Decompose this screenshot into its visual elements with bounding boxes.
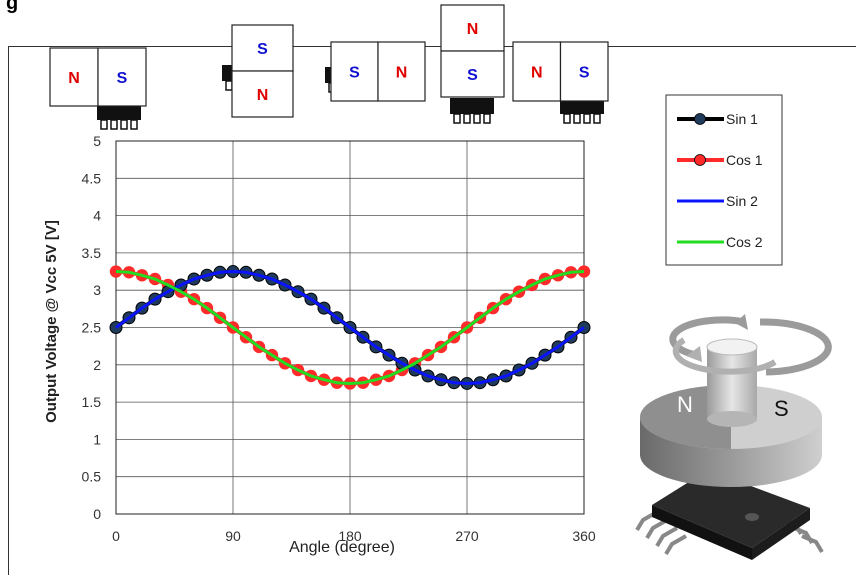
- magnet-pole-label: S: [349, 65, 360, 82]
- magnet-half-right: [377, 41, 426, 102]
- chip-pin: [100, 119, 108, 130]
- magnet-pole-label: S: [579, 65, 590, 82]
- magnet-position-4: NS: [440, 4, 505, 124]
- chip-pin: [473, 113, 481, 124]
- magnet-pole-label: N: [396, 65, 408, 82]
- magnet-half-top: [231, 24, 294, 72]
- magnet-pole-label: N: [467, 21, 479, 38]
- sensor-chip-icon: [97, 104, 141, 130]
- chip-pin: [563, 113, 571, 124]
- chip-body: [97, 104, 141, 120]
- chip-pin: [130, 119, 138, 130]
- magnet-half-right: [559, 41, 609, 102]
- magnet-half-right: [97, 47, 147, 107]
- magnet-half-left: [330, 41, 379, 102]
- chip-pin: [593, 113, 601, 124]
- chip-pin: [463, 113, 471, 124]
- sensor-chip-icon: [560, 98, 604, 124]
- magnet-pole-label: N: [257, 87, 269, 104]
- chip-body: [560, 98, 604, 114]
- chip-pin: [483, 113, 491, 124]
- magnet-pole-label: N: [68, 70, 80, 87]
- figure-frame: [8, 46, 856, 575]
- magnet-pole-label: S: [467, 67, 478, 84]
- magnet-pole-label: S: [117, 70, 128, 87]
- magnet-half-left: [49, 47, 99, 107]
- magnet-half-top: [440, 4, 505, 52]
- magnet-pole-label: S: [257, 41, 268, 58]
- magnet-half-bottom: [231, 70, 294, 118]
- page-heading: g: [6, 0, 19, 14]
- chip-pin: [225, 80, 233, 91]
- chip-pin: [583, 113, 591, 124]
- chip-pin: [453, 113, 461, 124]
- chip-pin: [120, 119, 128, 130]
- magnet-half-left: [512, 41, 562, 102]
- chip-pin: [110, 119, 118, 130]
- magnet-half-bottom: [440, 50, 505, 98]
- chip-body: [450, 98, 494, 114]
- magnet-pole-label: N: [531, 65, 543, 82]
- chip-pin: [573, 113, 581, 124]
- magnet-position-2: SN: [222, 24, 294, 118]
- sensor-chip-icon: [450, 98, 494, 124]
